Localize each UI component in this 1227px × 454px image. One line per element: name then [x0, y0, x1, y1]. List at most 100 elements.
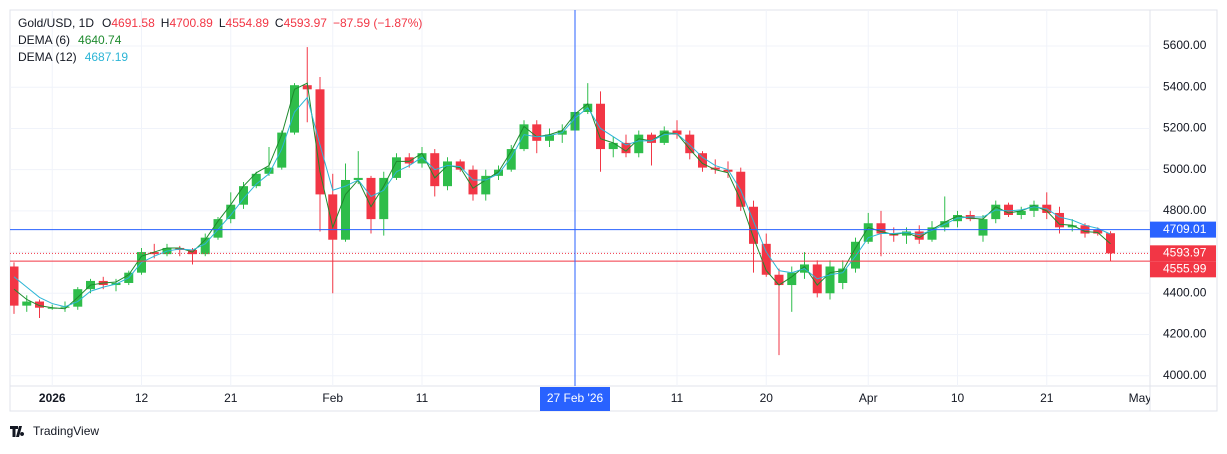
- dema-line: [13, 96, 1111, 308]
- x-tick-label: May: [1129, 391, 1152, 405]
- candle-body: [545, 134, 554, 141]
- candle-body: [991, 204, 1001, 220]
- crosshair-price-label-box: [1150, 221, 1216, 238]
- ohlc-letter: O: [102, 16, 111, 30]
- candle-body: [404, 157, 414, 164]
- legend-value: 4640.74: [78, 33, 122, 47]
- header: Gold/USD, 1D O4691.58 H4700.89 L4554.89 C459…: [18, 16, 422, 30]
- brand-name: TradingView: [33, 424, 99, 438]
- candle-body: [443, 161, 452, 187]
- candle-body: [710, 167, 720, 170]
- legend-entry: DEMA (6) 4640.74: [18, 33, 122, 47]
- candle-body: [1004, 204, 1013, 215]
- line-price-label-box: [1150, 261, 1216, 278]
- ohlc-value: 4691.58: [111, 16, 155, 30]
- candle-body: [341, 179, 350, 240]
- candle-body: [914, 231, 924, 240]
- candle-body: [838, 268, 848, 283]
- x-tick-label: Apr: [859, 391, 878, 405]
- ohlc-value: 4554.89: [226, 16, 270, 30]
- candle-body: [1055, 212, 1064, 228]
- candle-body: [506, 149, 516, 170]
- candle-body: [455, 161, 465, 170]
- crosshair-date-box: [540, 387, 610, 411]
- candle-body: [736, 171, 746, 207]
- candle-body: [825, 266, 835, 294]
- brand-logo: [10, 426, 25, 437]
- legend-name: DEMA (12): [18, 50, 77, 64]
- y-tick-label: 5600.00: [1163, 38, 1207, 52]
- y-tick-label: 5000.00: [1163, 162, 1207, 176]
- dema-line: [13, 82, 1111, 310]
- x-tick-label: 11: [416, 391, 429, 405]
- candle-body: [876, 223, 886, 234]
- crosshair-date-label: 27 Feb '26: [547, 391, 604, 405]
- last-price-label: 4593.97: [1163, 245, 1207, 259]
- candle-body: [35, 301, 44, 308]
- candle-body: [302, 85, 312, 90]
- candle-body: [596, 103, 605, 150]
- candle-body: [774, 274, 784, 286]
- ohlc-letter: C: [275, 16, 284, 30]
- y-tick-label: 4000.00: [1163, 368, 1207, 382]
- candle-body: [226, 204, 236, 220]
- candle-body: [239, 186, 248, 205]
- symbol: Gold/USD, 1D: [18, 16, 94, 30]
- candle-body: [22, 301, 32, 306]
- candle-body: [1093, 229, 1103, 234]
- candle-body: [60, 306, 70, 308]
- candle-body: [481, 175, 491, 195]
- x-tick-label: Feb: [322, 391, 343, 405]
- candle-body: [519, 124, 529, 150]
- y-tick-label: 4200.00: [1163, 327, 1207, 341]
- candle-body: [685, 134, 695, 154]
- candle-body: [1016, 210, 1026, 215]
- candle-body: [978, 219, 988, 236]
- candle-body: [366, 177, 376, 220]
- y-tick-label: 4400.00: [1163, 285, 1207, 299]
- candle-body: [264, 167, 274, 174]
- candle-body: [213, 219, 223, 238]
- candle-body: [698, 153, 707, 168]
- candle-body: [863, 223, 873, 242]
- legend-value: 4687.19: [85, 50, 129, 64]
- candle-body: [787, 272, 797, 286]
- candle-body: [417, 153, 427, 164]
- grid: 4000.004200.004400.004600.004800.005000.…: [10, 10, 1207, 405]
- candle-body: [353, 177, 363, 180]
- y-tick-label: 5200.00: [1163, 121, 1207, 135]
- legend-name: DEMA (6): [18, 33, 70, 47]
- x-tick-label: 20: [760, 391, 774, 405]
- overlay: 4709.01 4593.97 4555.99 27 Feb '26: [10, 10, 1216, 411]
- candle-body: [532, 124, 542, 141]
- candle-body: [468, 169, 478, 195]
- candle-body: [251, 173, 261, 187]
- brand: TradingView: [10, 424, 99, 438]
- ohlc-value: 4700.89: [169, 16, 213, 30]
- candle-body: [494, 169, 503, 176]
- candle-body: [290, 85, 299, 133]
- x-tick-label: 2026: [39, 391, 66, 405]
- candle-body: [927, 227, 937, 240]
- candle-body: [621, 142, 631, 154]
- candle-body: [608, 142, 618, 150]
- candle-body: [315, 89, 325, 195]
- candle-body: [200, 237, 210, 255]
- candle-body: [659, 130, 669, 143]
- x-tick-label: 21: [1040, 391, 1054, 405]
- x-tick-label: 10: [951, 391, 965, 405]
- candle-body: [851, 241, 860, 269]
- candle-body: [723, 169, 733, 172]
- change: −87.59 (−1.87%): [333, 16, 422, 30]
- candle-body: [1029, 204, 1039, 211]
- ohlc-letter: L: [219, 16, 226, 30]
- x-tick-label: 11: [671, 391, 684, 405]
- candle-body: [328, 194, 338, 240]
- ohlc-value: 4593.97: [284, 16, 328, 30]
- x-tick-label: 12: [135, 391, 149, 405]
- x-tick-label: 21: [224, 391, 238, 405]
- candle-body: [10, 266, 19, 306]
- line-price-label: 4555.99: [1163, 261, 1207, 275]
